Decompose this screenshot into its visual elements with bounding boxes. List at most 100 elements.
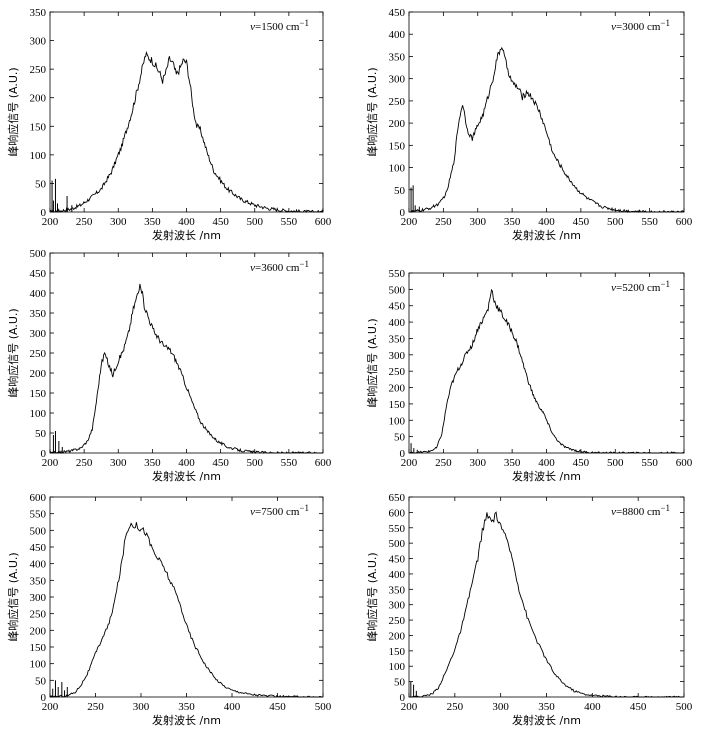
- annotation-value: =1500 cm: [255, 21, 300, 33]
- x-tick-label: 550: [281, 457, 298, 469]
- y-tick-label: 500: [30, 525, 47, 537]
- wavenumber-annotation: v=3600 cm−1: [250, 259, 309, 274]
- annotation-variable: v: [250, 506, 255, 518]
- x-tick-label: 200: [401, 216, 418, 228]
- x-tick-label: 350: [144, 457, 161, 469]
- chart-panel-6: 200 250 300 350 400 450 500 0 50 100 150 200 250 300 3…: [365, 492, 693, 727]
- chart-panel-2: 200 250 300 350 400 450 500 550 600 0 50 100 150 200 2…: [365, 7, 693, 242]
- y-tick-label: 300: [30, 328, 47, 340]
- x-tick-label: 400: [178, 216, 195, 228]
- plot-frame: [49, 11, 324, 213]
- annotation-variable: v: [250, 21, 255, 33]
- x-tick-label: 300: [110, 216, 127, 228]
- annotation-exponent: −1: [299, 503, 309, 513]
- y-tick-label: 200: [389, 630, 406, 642]
- x-tick-label: 250: [435, 216, 452, 228]
- x-tick-label: 200: [42, 701, 59, 713]
- chart-panel-5: 200 250 300 350 400 450 500 0 50 100 150 200 250 300 3…: [6, 492, 332, 727]
- y-tick-label: 100: [30, 408, 47, 420]
- wavenumber-annotation: v=3000 cm−1: [611, 18, 670, 33]
- y-tick-label: 500: [389, 284, 406, 296]
- annotation-variable: v: [611, 506, 616, 518]
- x-tick-label: 250: [76, 216, 93, 228]
- y-tick-label: 650: [389, 492, 406, 504]
- wavenumber-annotation: v=1500 cm−1: [250, 18, 309, 33]
- y-tick-label: 0: [41, 692, 47, 704]
- annotation-value: =8800 cm: [616, 506, 661, 518]
- y-tick-label: 500: [30, 248, 47, 260]
- plot-frame: [408, 272, 685, 454]
- y-tick-label: 300: [389, 350, 406, 362]
- y-tick-label: 150: [389, 399, 406, 411]
- y-tick-label: 400: [30, 288, 47, 300]
- x-tick-label: 400: [178, 457, 195, 469]
- y-tick-label: 500: [389, 538, 406, 550]
- x-tick-label: 450: [573, 457, 590, 469]
- x-tick-label: 300: [470, 216, 487, 228]
- chart-panel-3: 200 250 300 350 400 450 500 550 600 0 50 100 150 200 2…: [6, 248, 332, 483]
- chart-panel-1: 200 250 300 350 400 450 500 550 600 0 50 100 150 200 2…: [6, 7, 332, 242]
- x-tick-label: 450: [212, 216, 229, 228]
- y-tick-label: 200: [30, 93, 47, 105]
- y-tick-label: 450: [30, 268, 47, 280]
- wavenumber-annotation: v=7500 cm−1: [250, 503, 309, 518]
- y-tick-label: 350: [389, 584, 406, 596]
- y-tick-label: 400: [30, 559, 47, 571]
- y-tick-label: 200: [389, 383, 406, 395]
- x-tick-label: 600: [315, 457, 332, 469]
- x-tick-label: 450: [630, 701, 647, 713]
- plot-frame: [408, 496, 685, 698]
- x-tick-label: 300: [492, 701, 509, 713]
- y-tick-label: 50: [35, 178, 47, 190]
- y-tick-label: 200: [30, 625, 47, 637]
- y-tick-label: 150: [30, 121, 47, 133]
- plot-frame: [49, 252, 324, 454]
- spectrum-line: [49, 522, 323, 698]
- y-tick-label: 450: [389, 554, 406, 566]
- y-tick-label: 50: [35, 675, 47, 687]
- x-axis-label: 发射波长 /nm: [512, 228, 581, 242]
- y-tick-label: 250: [389, 615, 406, 627]
- x-tick-label: 400: [538, 457, 555, 469]
- x-tick-label: 250: [76, 457, 93, 469]
- plot-frame: [49, 496, 324, 698]
- annotation-exponent: −1: [660, 18, 670, 28]
- x-tick-label: 500: [607, 216, 624, 228]
- spectrum-line: [408, 288, 685, 454]
- chart-panel-4: 200 250 300 350 400 450 500 550 600 0 50 100 150 200 2…: [365, 268, 693, 483]
- y-tick-label: 250: [389, 366, 406, 378]
- y-tick-label: 450: [389, 7, 406, 19]
- y-tick-label: 250: [389, 96, 406, 108]
- x-axis-label: 发射波长 /nm: [152, 713, 221, 727]
- y-tick-label: 150: [30, 388, 47, 400]
- y-tick-label: 100: [30, 659, 47, 671]
- x-tick-label: 450: [212, 457, 229, 469]
- x-tick-label: 300: [470, 457, 487, 469]
- x-tick-label: 350: [504, 457, 521, 469]
- x-tick-label: 200: [42, 457, 59, 469]
- y-tick-label: 100: [389, 661, 406, 673]
- x-tick-label: 400: [224, 701, 241, 713]
- wavenumber-annotation: v=8800 cm−1: [611, 503, 670, 518]
- y-tick-label: 50: [394, 677, 406, 689]
- x-axis-label: 发射波长 /nm: [512, 713, 581, 727]
- y-tick-label: 50: [35, 428, 47, 440]
- y-tick-label: 400: [389, 569, 406, 581]
- y-tick-label: 0: [41, 448, 47, 460]
- x-tick-label: 500: [247, 457, 264, 469]
- x-tick-label: 600: [676, 457, 693, 469]
- y-tick-label: 300: [30, 36, 47, 48]
- y-axis-label: 峰响应信号 (A.U.): [6, 308, 20, 397]
- y-tick-label: 300: [389, 74, 406, 86]
- y-tick-label: 450: [30, 542, 47, 554]
- x-tick-label: 200: [42, 216, 59, 228]
- y-tick-label: 350: [30, 7, 47, 19]
- annotation-value: =3600 cm: [255, 262, 300, 274]
- x-tick-label: 500: [247, 216, 264, 228]
- y-tick-label: 200: [30, 368, 47, 380]
- x-tick-label: 550: [281, 216, 298, 228]
- x-axis-label: 发射波长 /nm: [152, 228, 221, 242]
- plot-frame: [408, 11, 685, 213]
- y-tick-label: 250: [30, 609, 47, 621]
- x-tick-label: 350: [538, 701, 555, 713]
